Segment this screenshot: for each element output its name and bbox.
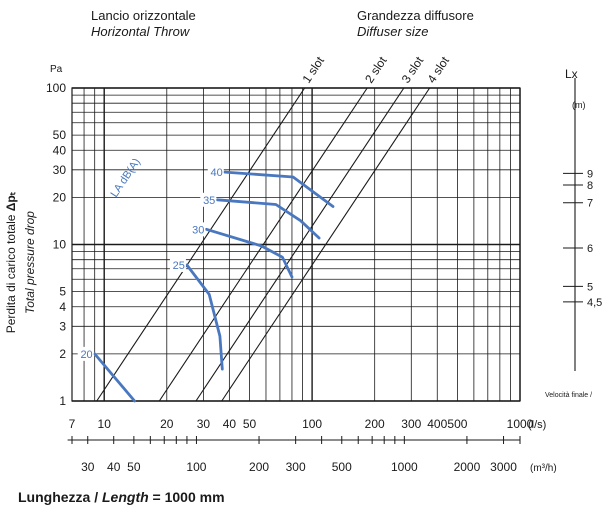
throw-scale-label: 5 [587, 281, 593, 293]
noise-curve-20 [93, 352, 137, 403]
noise-curve-label: 30 [192, 224, 204, 236]
size-line-label: 4 slot [424, 53, 452, 85]
noise-label-bg [77, 346, 94, 361]
y-tick-label: 4 [59, 300, 66, 314]
noise-curve-25 [185, 263, 224, 371]
x-tick-label: 40 [223, 417, 237, 431]
axes: 7 10 20 30 40 50 100 200 300 400 500 1000(l/s)12345… [4, 64, 557, 474]
x-tick-label: 10 [98, 417, 112, 431]
noise-curve-label: 20 [80, 349, 92, 361]
y-tick-label: 40 [53, 143, 67, 157]
secondary-tick-label: 50 [127, 460, 141, 474]
throw-scale-label: 9 [587, 168, 593, 180]
throw-scale-label: 4,5 [587, 297, 602, 309]
size-line-label: 1 slot [299, 53, 327, 85]
noise-label-bg [207, 165, 224, 180]
grid [71, 87, 521, 402]
secondary-axis-unit: (m³/h) [530, 463, 557, 474]
secondary-tick-label: 3000 [490, 460, 517, 474]
header-right-english: Diffuser size [357, 24, 429, 39]
throw-scale-label: 6 [587, 243, 593, 255]
x-tick-label: 20 [160, 417, 174, 431]
secondary-tick-label: 300 [286, 460, 306, 474]
secondary-tick-label: 40 [107, 460, 121, 474]
footer-length-word: Length [102, 489, 149, 505]
noise-axis-label: LA dB(A) [109, 156, 143, 199]
secondary-tick-label: 500 [332, 460, 352, 474]
y-axis-title-english: Total pressure drop [23, 211, 37, 314]
x-tick-label: 500 [447, 417, 467, 431]
throw-scale-label: 8 [587, 180, 593, 192]
size-line-1-slot [96, 87, 306, 402]
noise-label-bg [200, 192, 217, 207]
throw-scale-label: 7 [587, 198, 593, 210]
y-tick-label: 20 [53, 190, 67, 204]
y-axis-title-italian: Perdita di carico totale Δpₜ [4, 191, 18, 333]
x-tick-label: 7 [69, 417, 76, 431]
secondary-tick-label: 1000 [391, 460, 418, 474]
secondary-tick-label: 200 [249, 460, 269, 474]
x-axis-unit: (l/s) [528, 419, 546, 431]
size-line-3-slot [195, 87, 405, 402]
throw-scale-footnote: Velocità finale / [545, 392, 592, 399]
footer-suffix: = 1000 mm [148, 489, 225, 505]
header-right-italian: Grandezza diffusore [357, 8, 474, 23]
size-line-2-slot [158, 87, 368, 402]
header-left-italian: Lancio orizzontale [91, 8, 196, 23]
noise-label-bg [189, 222, 206, 237]
secondary-tick-label: 2000 [454, 460, 481, 474]
secondary-tick-label: 30 [81, 460, 95, 474]
header-left-english: Horizontal Throw [91, 24, 190, 39]
throw-scale: Lx (m) 98 7 6 5 4,5 Velocità finale / [545, 67, 602, 399]
x-tick-label: 400 [427, 417, 447, 431]
noise-curve-40 [223, 170, 335, 208]
y-tick-label: 100 [46, 81, 66, 95]
y-axis-unit: Pa [50, 64, 63, 75]
x-tick-label: 300 [401, 417, 421, 431]
y-tick-label: 30 [53, 163, 67, 177]
noise-curve-label: 25 [173, 260, 185, 272]
noise-curve-35 [215, 198, 321, 240]
size-line-label: 2 slot [362, 53, 390, 85]
footer-prefix: Lunghezza / [18, 489, 102, 505]
y-axis-title-text: Perdita di carico totale [4, 211, 18, 333]
throw-scale-title: Lx [565, 67, 578, 81]
chart-labels: LA dB(A) [109, 156, 143, 199]
x-tick-label: 50 [243, 417, 257, 431]
throw-scale-unit: (m) [572, 100, 586, 110]
footer-length-note: Lunghezza / Length = 1000 mm [18, 489, 225, 505]
x-tick-label: 1000 [507, 417, 534, 431]
y-tick-label: 5 [59, 285, 66, 299]
y-tick-label: 10 [53, 238, 67, 252]
noise-curve-label: 40 [210, 167, 222, 179]
noise-curve-label: 35 [203, 195, 215, 207]
y-tick-label: 3 [59, 319, 66, 333]
plot-frame [71, 87, 521, 402]
y-axis-title-symbol: Δpₜ [4, 191, 18, 211]
size-line-label: 3 slot [399, 53, 427, 85]
x-tick-label: 30 [197, 417, 211, 431]
noise-curves: 20 25 30 35 40 [77, 165, 335, 403]
size-line-4-slot [221, 87, 431, 402]
noise-label-bg [169, 257, 186, 272]
y-tick-label: 50 [53, 128, 67, 142]
secondary-tick-label: 100 [186, 460, 206, 474]
x-tick-label: 200 [365, 417, 385, 431]
y-tick-label: 2 [59, 347, 66, 361]
x-tick-label: 100 [302, 417, 322, 431]
noise-curve-30 [204, 227, 294, 279]
y-tick-label: 1 [59, 394, 66, 408]
